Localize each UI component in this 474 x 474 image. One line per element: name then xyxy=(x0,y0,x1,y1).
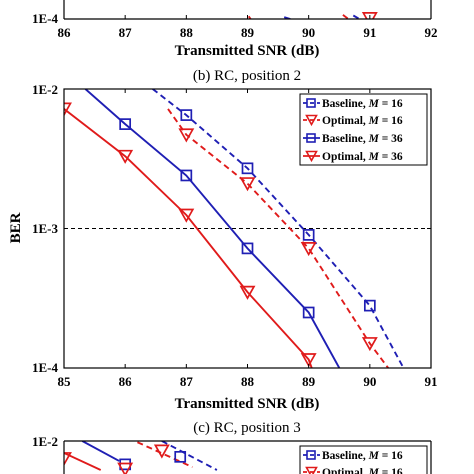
legend-triangle-marker-icon xyxy=(305,114,318,127)
optimal-triangle-marker-icon xyxy=(64,452,72,467)
panel-a-y-tick-label: 1E-4 xyxy=(32,11,59,26)
optimal-triangle-marker-icon xyxy=(239,285,256,300)
legend-label-optimal-36: Optimal, M = 36 xyxy=(322,151,403,163)
optimal-triangle-marker-icon xyxy=(300,242,317,257)
panel-b-caption: (b) RC, position 2 xyxy=(193,68,301,84)
panel-b-legend: Baseline, M = 16 Optimal, M = 16 Baselin… xyxy=(299,93,428,166)
panel-a-x-ticks: 86 87 88 89 90 91 92 xyxy=(58,15,438,40)
baseline-square-marker-icon xyxy=(119,458,132,471)
optimal-triangle-marker-icon xyxy=(153,444,170,459)
optimal-triangle-marker-icon xyxy=(361,337,378,352)
panel-b-x-ticks: 85 86 87 88 89 90 91 xyxy=(58,89,438,389)
legend-entry-optimal-36: Optimal, M = 36 xyxy=(303,150,403,163)
legend-entry-baseline-16: Baseline, M = 16 xyxy=(303,98,403,110)
legend-label-optimal-16: Optimal, M = 16 xyxy=(322,115,403,127)
panel-b-baseline-solid-line xyxy=(84,89,341,368)
panel-a-x-tick-label: 91 xyxy=(363,25,376,40)
legend-square-marker-icon xyxy=(306,133,316,143)
panel-c: 1E-2 Baseline, M = 16 Optimal, M = 16 xyxy=(32,434,432,474)
panel-a-x-axis-title: Transmitted SNR (dB) xyxy=(175,43,320,59)
panel-b-x-tick-label: 88 xyxy=(241,374,255,389)
baseline-square-marker-icon xyxy=(180,169,193,182)
panel-a-optimal-dashed-line xyxy=(342,14,349,19)
panel-b-x-tick-label: 90 xyxy=(363,374,376,389)
panel-b-plot-area xyxy=(64,89,431,368)
panel-b-y-tick-label-top: 1E-2 xyxy=(32,82,58,97)
legend-label-baseline-16: Baseline, M = 16 xyxy=(322,98,403,110)
panel-b-x-tick-label: 87 xyxy=(180,374,194,389)
optimal-triangle-marker-icon xyxy=(178,128,195,143)
panel-c-legend: Baseline, M = 16 Optimal, M = 16 xyxy=(299,445,428,474)
baseline-square-marker-icon xyxy=(174,450,187,463)
panel-a: 86 87 88 89 90 91 92 1E-4 Transmitted SNR (dB) xyxy=(32,0,438,59)
baseline-square-marker-icon xyxy=(180,109,193,121)
legend-square-marker-icon xyxy=(306,98,316,108)
panel-b-x-tick-label: 91 xyxy=(425,374,438,389)
panel-b-legend-box xyxy=(299,93,428,166)
legend-entry-optimal-16: Optimal, M = 16 xyxy=(303,114,403,127)
optimal-triangle-marker-icon xyxy=(117,462,134,474)
legend-entry-baseline-36: Baseline, M = 36 xyxy=(303,133,403,145)
baseline-square-marker-icon xyxy=(302,306,315,319)
panel-b-x-tick-label: 85 xyxy=(58,374,72,389)
panel-c-baseline-dashed-line xyxy=(161,441,218,471)
legend-label-optimal-16: Optimal, M = 16 xyxy=(322,467,403,474)
legend-entry-baseline-16: Baseline, M = 16 xyxy=(303,450,403,462)
panel-a-x-tick-label: 90 xyxy=(302,25,315,40)
legend-entry-optimal-16: Optimal, M = 16 xyxy=(303,466,403,474)
panel-c-y-tick-label-top: 1E-2 xyxy=(32,434,58,449)
panel-a-x-tick-label: 87 xyxy=(119,25,133,40)
panel-b-optimal-solid-line xyxy=(64,108,313,368)
panel-a-x-tick-label: 86 xyxy=(58,25,72,40)
baseline-square-marker-icon xyxy=(241,162,254,175)
optimal-triangle-marker-icon xyxy=(300,353,317,368)
panel-a-x-tick-label: 89 xyxy=(241,25,255,40)
optimal-triangle-marker-icon xyxy=(117,149,134,164)
panel-c-caption: (c) RC, position 3 xyxy=(193,420,301,436)
panel-b-y-tick-label-mid: 1E-3 xyxy=(32,221,59,236)
panel-b-x-tick-label: 86 xyxy=(119,374,133,389)
panel-c-legend-box xyxy=(299,445,428,474)
baseline-square-marker-icon xyxy=(241,242,254,255)
panel-c-plot-area xyxy=(64,441,218,474)
panel-c-optimal-dashed-line xyxy=(137,441,193,468)
legend-triangle-marker-icon xyxy=(305,466,318,474)
legend-triangle-marker-icon xyxy=(305,150,318,163)
baseline-square-marker-icon xyxy=(119,118,132,130)
panel-c-baseline-solid-line xyxy=(81,441,120,462)
legend-label-baseline-16: Baseline, M = 16 xyxy=(322,450,403,462)
optimal-triangle-marker-icon xyxy=(239,177,256,192)
baseline-square-marker-icon xyxy=(363,299,376,312)
panel-b: 85 86 87 88 89 90 91 1E-2 1E-3 1E-4 BER Transm… xyxy=(8,82,438,412)
optimal-triangle-marker-icon xyxy=(64,102,72,117)
legend-label-baseline-36: Baseline, M = 36 xyxy=(322,133,403,145)
panel-b-x-tick-label: 89 xyxy=(302,374,316,389)
panel-b-x-axis-title: Transmitted SNR (dB) xyxy=(175,396,320,412)
optimal-triangle-marker-icon xyxy=(178,208,195,223)
panel-c-optimal-solid-line xyxy=(64,452,102,471)
panel-b-y-tick-label-bottom: 1E-4 xyxy=(32,360,59,375)
panel-a-x-tick-label: 88 xyxy=(180,25,194,40)
panel-b-optimal-dashed-line xyxy=(167,108,389,368)
legend-square-marker-icon xyxy=(306,450,316,460)
panel-a-x-tick-label: 92 xyxy=(425,25,438,40)
baseline-square-marker-icon xyxy=(302,229,315,241)
panel-b-y-axis-title: BER xyxy=(8,212,24,243)
